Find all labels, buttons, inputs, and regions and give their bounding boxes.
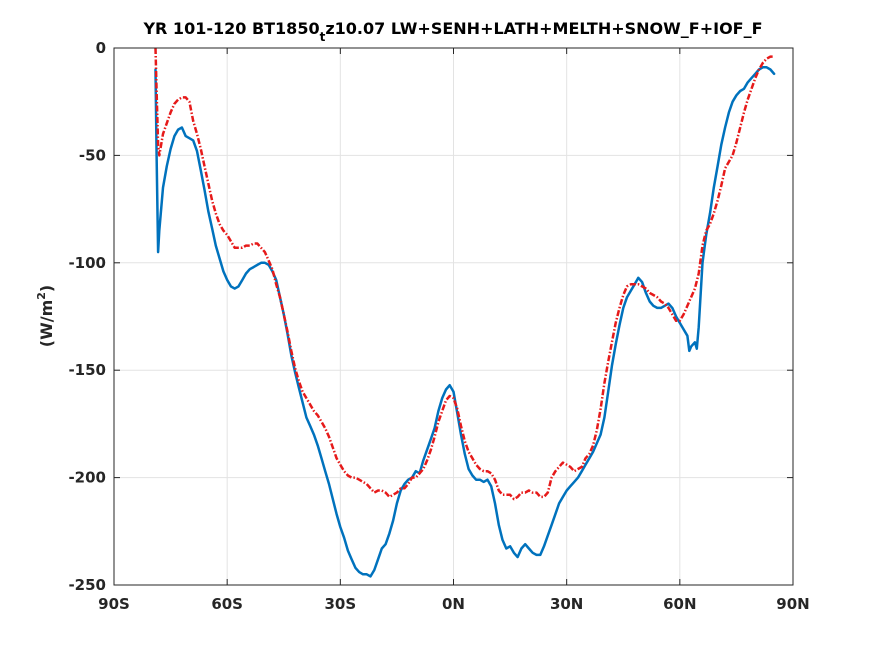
x-tick-label: 0N (442, 595, 465, 613)
series-line-2 (154, 47, 775, 501)
y-tick-label: -100 (68, 254, 106, 272)
chart-title: YR 101-120 BT1850tz10.07 LW+SENH+LATH+ME… (142, 19, 762, 44)
series-lines (154, 47, 776, 578)
ticks (113, 47, 794, 586)
y-tick-label: -200 (68, 469, 106, 487)
x-tick-label: 60N (663, 595, 696, 613)
y-tick-label: 0 (96, 39, 106, 57)
y-tick-label: -250 (68, 576, 106, 594)
x-tick-label: 30N (550, 595, 583, 613)
y-tick-label: -150 (68, 361, 106, 379)
x-tick-label: 90N (776, 595, 809, 613)
y-tick-labels: 0 -50 -100 -150 -200 -250 (68, 39, 106, 594)
x-tick-label: 30S (324, 595, 356, 613)
x-tick-label: 60S (211, 595, 243, 613)
series-line-1 (154, 66, 776, 578)
y-axis-label: (W/m2) (35, 285, 56, 347)
x-tick-label: 90S (98, 595, 130, 613)
y-tick-label: -50 (79, 146, 106, 164)
x-tick-labels: 90S 60S 30S 0N 30N 60N 90N (98, 595, 810, 613)
